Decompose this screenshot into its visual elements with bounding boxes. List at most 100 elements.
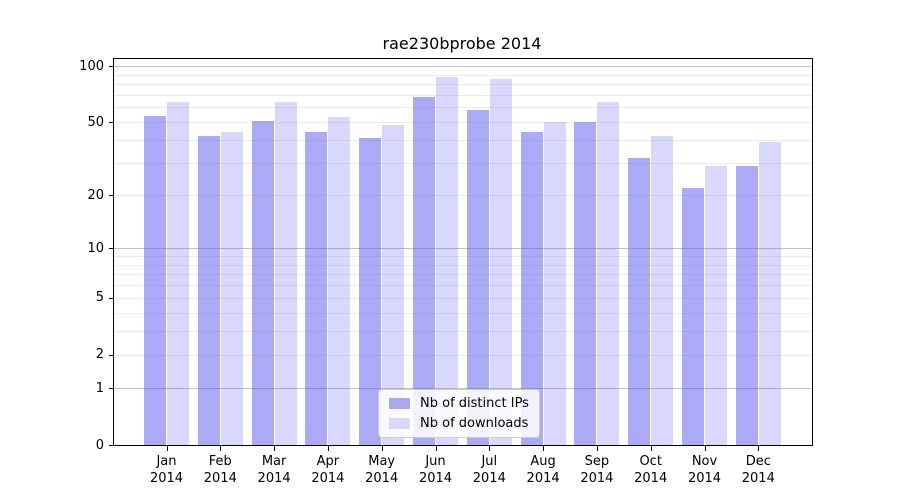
bar-distinct-ips — [197, 136, 220, 445]
bar-distinct-ips — [413, 97, 435, 445]
x-tick-mark — [596, 446, 598, 451]
y-tick-mark — [109, 195, 113, 196]
bar-downloads — [758, 142, 781, 445]
bar-downloads — [543, 122, 566, 445]
y-tick-label: 100 — [79, 58, 104, 74]
gridline — [114, 264, 812, 266]
x-tick-month: Dec — [745, 454, 771, 469]
gridline — [114, 122, 812, 124]
bar-downloads — [436, 77, 458, 445]
bar-downloads — [705, 165, 727, 445]
y-tick-mark — [109, 66, 113, 67]
bar-downloads — [167, 102, 189, 445]
y-tick-label: 10 — [87, 240, 104, 256]
x-tick-month: Aug — [530, 454, 556, 469]
gridline — [114, 331, 812, 333]
legend-label-distinct-ips: Nb of distinct IPs — [420, 396, 529, 411]
y-tick-mark — [109, 297, 113, 299]
x-tick-year: 2014 — [257, 471, 291, 486]
bar-downloads — [651, 136, 674, 445]
gridline — [114, 248, 812, 250]
x-tick-label: May 2014 — [350, 453, 414, 487]
x-tick-label: Apr 2014 — [296, 453, 360, 487]
x-tick-year: 2014 — [472, 471, 506, 486]
x-tick-label: Dec 2014 — [726, 453, 790, 487]
x-tick-mark — [650, 446, 652, 451]
bar-distinct-ips — [466, 110, 489, 445]
bar-downloads — [489, 79, 512, 445]
gridline — [114, 297, 812, 299]
x-tick-month: Apr — [316, 454, 340, 469]
x-tick-year: 2014 — [634, 471, 668, 486]
x-tick-label: Mar 2014 — [242, 453, 306, 487]
x-tick-month: Sep — [584, 454, 610, 469]
x-tick-year: 2014 — [526, 471, 560, 486]
legend-label-downloads: Nb of downloads — [420, 416, 529, 431]
chart-title: rae230bprobe 2014 — [382, 34, 542, 53]
y-tick-mark — [109, 445, 113, 446]
gridline — [114, 107, 812, 109]
y-tick-label: 1 — [95, 380, 104, 396]
x-tick-month: Nov — [691, 454, 718, 469]
y-tick-label: 2 — [95, 347, 104, 363]
bar-distinct-ips — [574, 122, 597, 445]
gridline — [114, 163, 812, 164]
y-tick-mark — [109, 388, 113, 390]
x-tick-mark — [166, 446, 168, 451]
gridline — [114, 312, 812, 314]
bar-distinct-ips — [520, 132, 543, 445]
gridline — [114, 84, 812, 86]
y-tick-label: 50 — [87, 114, 104, 130]
gridline — [114, 74, 812, 76]
bar-downloads — [328, 117, 351, 445]
x-tick-mark — [274, 446, 276, 451]
x-tick-month: Feb — [208, 454, 232, 469]
x-tick-month: Jan — [156, 454, 177, 469]
gridline — [114, 255, 812, 257]
legend-item-downloads: Nb of downloads — [389, 416, 529, 431]
x-tick-month: Oct — [639, 454, 662, 469]
gridline — [114, 354, 812, 356]
bar-distinct-ips — [682, 187, 704, 445]
gridline — [114, 95, 812, 96]
x-tick-year: 2014 — [687, 471, 722, 486]
y-tick-label: 20 — [87, 187, 104, 203]
x-tick-label: Jul 2014 — [457, 453, 521, 487]
x-tick-label: Nov 2014 — [673, 453, 737, 487]
x-tick-mark — [381, 446, 383, 451]
bar-distinct-ips — [251, 120, 274, 445]
x-tick-year: 2014 — [741, 471, 775, 486]
y-tick-mark — [109, 354, 113, 356]
x-tick-month: Jul — [481, 454, 498, 469]
bar-distinct-ips — [305, 132, 328, 445]
bar-distinct-ips — [359, 138, 382, 445]
plot-area: 0 1 2 5 10 20 50 100 Jan 2014 Feb 2014 Mar 2014 Apr 201… — [79, 58, 813, 486]
bar-distinct-ips — [628, 157, 651, 445]
x-tick-mark — [435, 446, 437, 451]
bar-downloads — [382, 125, 405, 445]
x-tick-label: Jun 2014 — [404, 453, 468, 487]
x-tick-year: 2014 — [418, 471, 453, 486]
legend: Nb of distinct IPs Nb of downloads — [378, 389, 540, 438]
legend-swatch-distinct-ips — [389, 398, 410, 409]
y-tick-label: 5 — [95, 290, 104, 306]
x-tick-year: 2014 — [149, 471, 184, 486]
x-tick-label: Oct 2014 — [619, 453, 683, 487]
gridline — [114, 140, 812, 141]
x-tick-mark — [758, 446, 760, 451]
bar-downloads — [274, 102, 297, 445]
gridline — [114, 285, 812, 287]
x-tick-label: Aug 2014 — [511, 453, 575, 487]
bar-downloads — [220, 132, 243, 445]
gridline — [114, 388, 812, 390]
x-tick-year: 2014 — [311, 471, 345, 486]
x-tick-label: Jan 2014 — [135, 453, 199, 487]
x-tick-month: May — [368, 454, 396, 469]
legend-item-distinct-ips: Nb of distinct IPs — [389, 396, 529, 411]
x-tick-mark — [543, 446, 545, 451]
gridline — [114, 66, 812, 67]
y-tick-mark — [109, 248, 113, 250]
x-tick-year: 2014 — [365, 471, 399, 486]
x-tick-month: Jun — [425, 454, 446, 469]
